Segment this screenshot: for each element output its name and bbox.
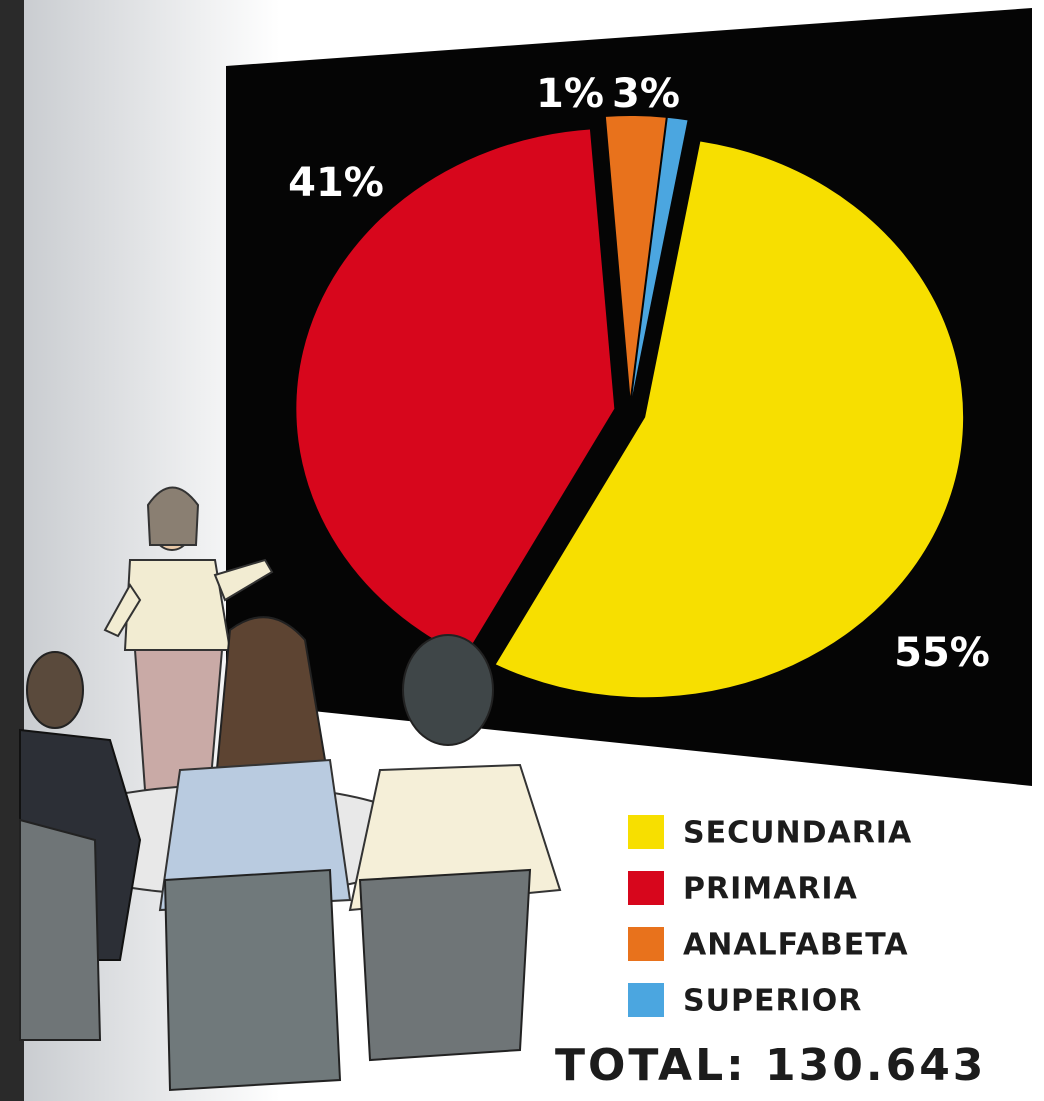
person-head [402, 634, 494, 746]
chair [19, 818, 102, 1041]
slice-label: 3% [612, 71, 680, 117]
person-hair [213, 616, 332, 791]
legend-swatch [628, 927, 664, 961]
pie-slice [495, 141, 964, 698]
legend-swatch [628, 815, 664, 849]
legend-label: SUPERIOR [683, 984, 862, 1019]
presenter-hair [146, 486, 200, 546]
legend-swatch [628, 871, 664, 905]
person-head [26, 651, 84, 729]
legend-label: PRIMARIA [683, 872, 858, 907]
legend-label: ANALFABETA [683, 928, 909, 963]
pie-slice [296, 129, 615, 656]
slice-label: 1% [536, 71, 604, 117]
presenter-arm [213, 558, 274, 602]
legend-swatch [628, 983, 664, 1017]
audience [19, 486, 562, 1092]
legend-label: SECUNDARIA [683, 816, 912, 851]
presenter-blouse [123, 559, 232, 651]
chair [358, 868, 532, 1062]
slice-label: 41% [288, 160, 384, 206]
chair [163, 868, 342, 1092]
total: TOTAL: 130.643 [555, 1040, 986, 1091]
pie: 55% 41% 3%1% [288, 71, 990, 698]
presenter-arm [103, 583, 142, 638]
legend: SECUNDARIA PRIMARIA ANALFABETA SUPERIOR [628, 815, 912, 1019]
slice-label: 55% [894, 630, 990, 676]
pie-slice [632, 117, 688, 397]
pie-slice [605, 116, 666, 397]
